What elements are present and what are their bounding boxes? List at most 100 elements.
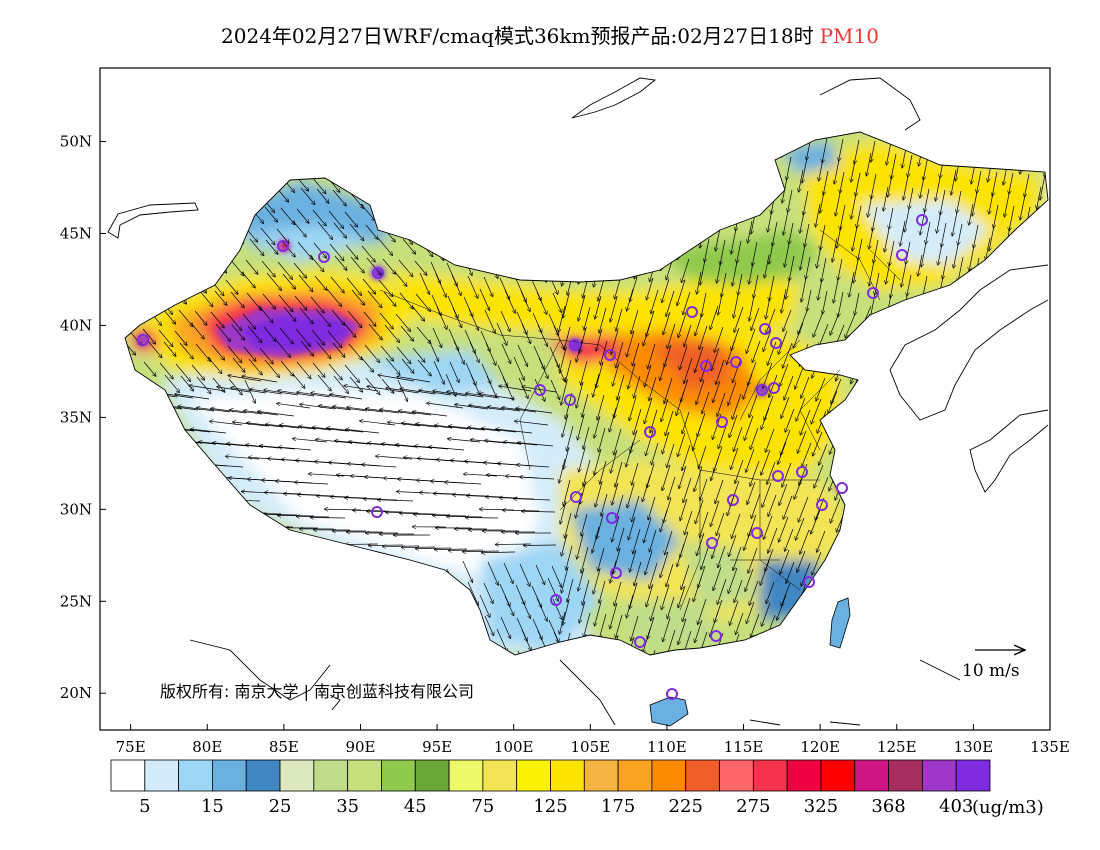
wind-arrow <box>957 190 962 213</box>
wind-arrow <box>160 242 175 259</box>
wind-arrow <box>384 171 397 187</box>
wind-arrow <box>695 652 704 655</box>
wind-arrow <box>266 548 299 549</box>
wind-arrow <box>781 396 790 418</box>
wind-arrow <box>496 429 533 434</box>
wind-arrow <box>243 193 257 210</box>
wind-arrow <box>899 394 911 419</box>
wind-arrow <box>316 188 329 203</box>
wind-arrow <box>738 273 743 295</box>
wind-arrow <box>214 545 251 546</box>
wind-arrow <box>480 394 516 400</box>
wind-arrow <box>646 649 656 655</box>
wind-arrow <box>140 482 176 484</box>
wind-arrow <box>479 288 489 310</box>
wind-arrow <box>334 561 344 582</box>
wind-arrow <box>243 652 254 655</box>
wind-arrow <box>513 203 523 224</box>
wind-arrow <box>496 322 507 345</box>
wind-arrow <box>333 222 346 238</box>
wind-arrow <box>584 612 591 637</box>
wind-arrow <box>158 551 194 552</box>
wind-arrow <box>784 243 790 267</box>
wind-arrow <box>807 289 812 311</box>
wind-arrow <box>377 237 392 255</box>
wind-arrow <box>125 141 139 158</box>
wind-arrow <box>189 385 226 392</box>
wind-arrow <box>711 347 720 370</box>
wind-arrow <box>793 322 804 348</box>
wind-arrow <box>983 498 994 520</box>
wind-arrow <box>872 206 878 231</box>
wind-arrow <box>231 324 244 340</box>
wind-arrow <box>628 363 636 389</box>
wind-arrow <box>259 347 273 364</box>
wind-arrow <box>500 157 511 180</box>
wind-arrow <box>315 614 325 634</box>
wind-arrow <box>677 543 685 566</box>
wind-arrow <box>1032 600 1045 625</box>
wind-arrow <box>179 463 212 466</box>
wind-arrow <box>900 361 910 383</box>
wind-arrow <box>930 363 942 388</box>
wind-arrow <box>698 598 707 624</box>
wind-arrow <box>814 464 824 488</box>
wind-arrow <box>1033 567 1044 588</box>
wind-arrow <box>210 311 224 328</box>
colorbar-label: 15 <box>201 796 224 817</box>
wind-arrow <box>744 526 753 550</box>
wind-arrow <box>326 288 341 306</box>
wind-arrow <box>680 498 688 521</box>
wind-arrow <box>949 583 960 606</box>
wind-arrow <box>615 461 623 487</box>
wind-arrow <box>1016 446 1029 471</box>
wind-arrow <box>651 289 659 314</box>
wind-arrow <box>799 169 804 192</box>
colorbar-label: 25 <box>269 796 292 817</box>
wind-arrow <box>935 495 946 517</box>
wind-arrow <box>611 143 618 166</box>
wind-arrow <box>449 426 485 431</box>
wind-arrow <box>855 292 860 315</box>
wind-arrow <box>971 629 982 650</box>
wind-arrow <box>869 227 874 249</box>
wind-arrow <box>647 157 655 181</box>
wind-arrow <box>249 238 264 255</box>
wind-arrow <box>868 359 878 382</box>
wind-arrow <box>929 594 940 617</box>
wind-arrow <box>380 651 391 655</box>
wind-arrow <box>660 356 668 381</box>
lon-label: 100E <box>494 738 534 756</box>
wind-arrow <box>316 341 331 358</box>
wind-arrow <box>1007 292 1013 318</box>
wind-arrow <box>614 428 622 455</box>
wind-arrow <box>718 545 726 567</box>
wind-arrow <box>982 618 993 639</box>
wind-arrow <box>452 613 462 634</box>
wind-arrow <box>998 379 1011 404</box>
wind-arrow <box>849 445 860 471</box>
wind-arrow <box>802 442 812 467</box>
wind-arrow <box>125 492 149 495</box>
wind-arrow <box>196 223 209 238</box>
lat-label: 20N <box>60 684 92 702</box>
wind-arrow <box>416 173 429 188</box>
wind-arrow <box>699 193 704 216</box>
wind-arrow <box>964 551 975 572</box>
wind-arrow <box>232 204 246 221</box>
wind-arrow <box>987 510 999 534</box>
wind-arrow <box>958 256 964 282</box>
wind-arrow <box>536 597 547 621</box>
wind-arrow <box>784 375 794 400</box>
wind-arrow <box>485 648 497 655</box>
wind-arrow <box>175 363 190 381</box>
wind-arrow <box>683 477 692 502</box>
wind-arrow <box>327 636 339 655</box>
wind-arrow <box>879 534 890 558</box>
wind-arrow <box>819 158 824 181</box>
wind-arrow <box>125 261 137 277</box>
wind-arrow <box>125 447 159 451</box>
colorbar-label: 75 <box>471 796 494 817</box>
wind-arrow <box>732 667 740 689</box>
wind-arrow <box>800 529 810 554</box>
